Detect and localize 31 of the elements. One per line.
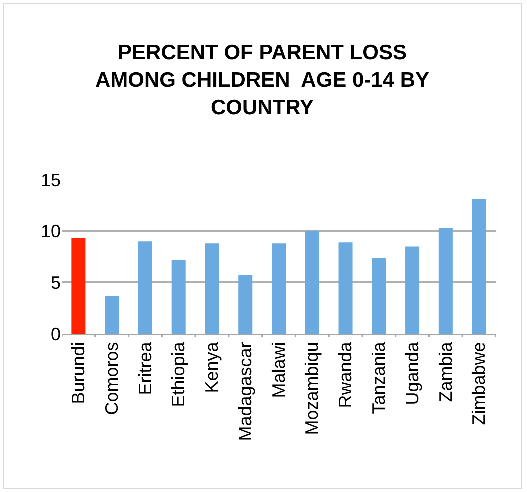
bar [472, 200, 486, 334]
x-tick-label: Zambia [436, 341, 456, 402]
x-tick-label: Ethiopia [168, 341, 189, 408]
x-tick-label: Rwanda [336, 341, 356, 408]
bar [438, 228, 453, 334]
y-tick-label: 15 [40, 170, 61, 190]
bar [372, 258, 386, 334]
chart-title: PERCENT OF PARENT LOSS AMONG CHILDREN AGE 0-14 BY COUNTRY [95, 42, 430, 120]
x-tick-label: Eritrea [135, 341, 156, 396]
x-tick-label: Uganda [402, 341, 422, 406]
y-tick-label: 5 [50, 272, 61, 293]
bar [172, 260, 186, 334]
y-tick-label: 10 [40, 222, 61, 242]
bar [105, 296, 120, 334]
bar [238, 275, 253, 334]
bar [406, 246, 420, 334]
bar [338, 242, 353, 334]
x-tick-label: Kenya [202, 341, 222, 394]
x-tick-label: Madagascar [235, 342, 256, 442]
bar [272, 244, 286, 334]
bar [72, 238, 86, 334]
bar [138, 242, 152, 334]
x-tick-label: Zimbabwe [469, 342, 490, 426]
x-tick-label: Malawi [268, 342, 289, 398]
bar [205, 244, 220, 334]
bar [305, 231, 320, 334]
x-tick-label: Comoros [102, 342, 122, 416]
x-tick-label: Tanzania [369, 341, 389, 414]
y-tick-label: 0 [50, 324, 61, 344]
x-tick-label: Mozambiqu [302, 342, 322, 436]
x-tick-label: Burundi [68, 342, 89, 404]
